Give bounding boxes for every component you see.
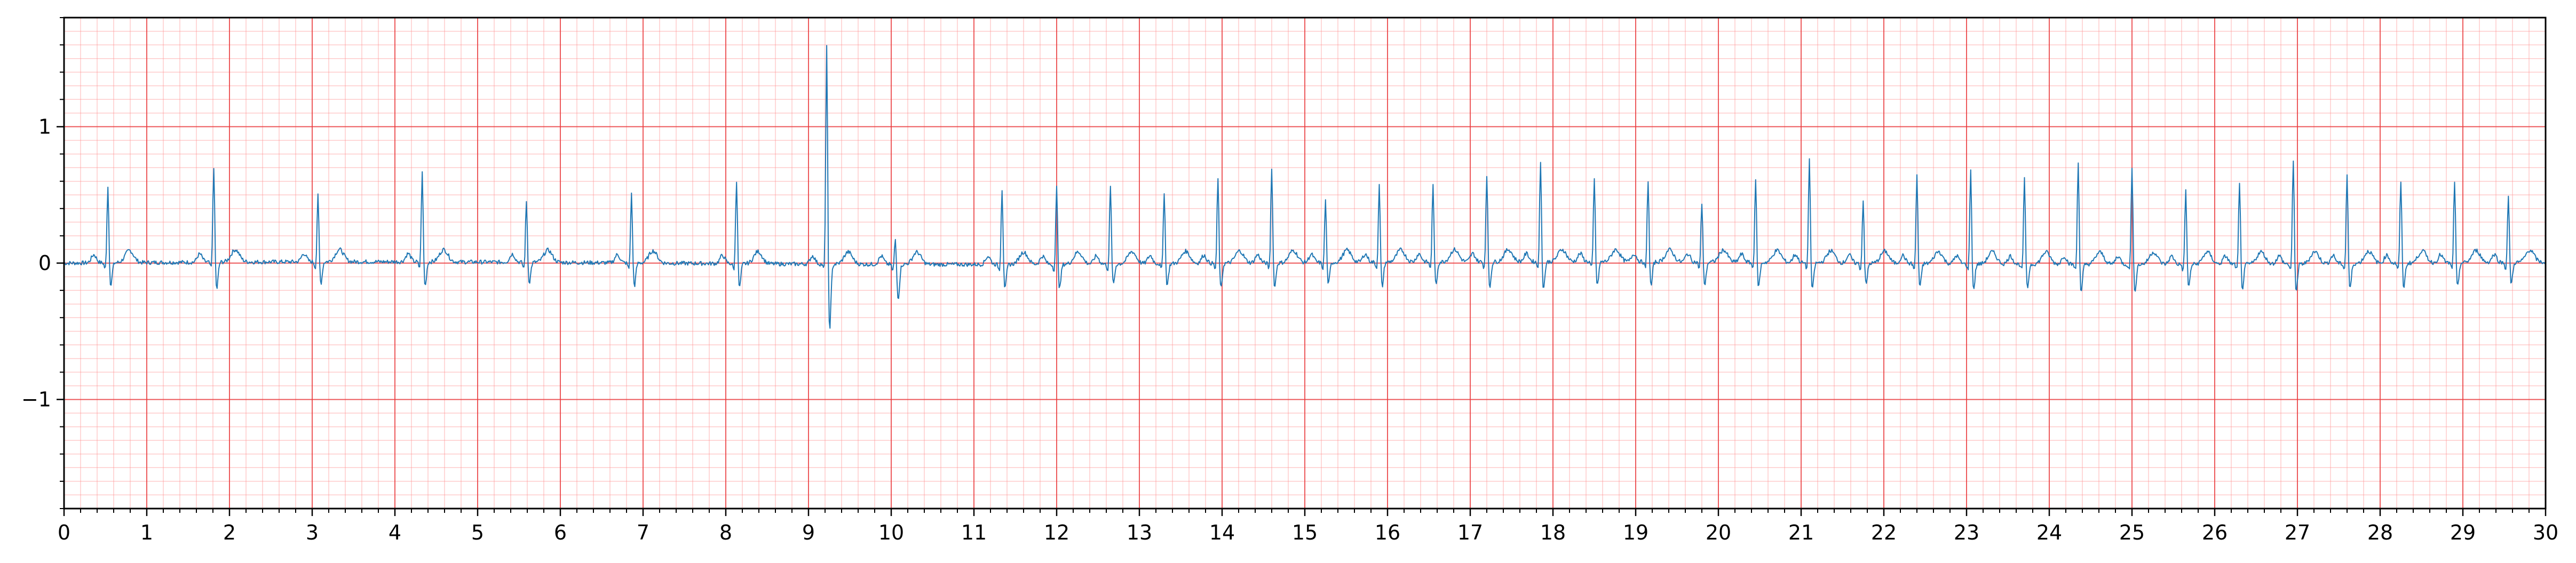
y-tick-label: 1 [38, 115, 51, 138]
x-tick-label: 18 [1540, 521, 1566, 544]
x-tick-label: 3 [306, 521, 319, 544]
y-axis: −1 0 1 [21, 17, 64, 509]
x-tick-label: 14 [1209, 521, 1235, 544]
x-tick-label: 25 [2119, 521, 2145, 544]
major-grid [64, 18, 2546, 509]
x-axis: 0 1 2 3 4 5 6 7 8 9 10 11 12 13 14 15 16 17 18 19 20 21 22 23 24… [58, 509, 2558, 544]
x-tick-label: 8 [719, 521, 732, 544]
x-tick-label: 9 [802, 521, 815, 544]
y-tick-label: 0 [38, 251, 51, 275]
x-tick-label: 29 [2450, 521, 2476, 544]
x-tick-label: 30 [2533, 521, 2558, 544]
x-tick-label: 1 [140, 521, 153, 544]
x-tick-label: 15 [1292, 521, 1318, 544]
x-tick-label: 13 [1127, 521, 1152, 544]
x-tick-label: 16 [1375, 521, 1400, 544]
x-tick-label: 27 [2285, 521, 2310, 544]
x-tick-label: 7 [637, 521, 649, 544]
x-tick-label: 21 [1788, 521, 1814, 544]
x-tick-label: 17 [1457, 521, 1483, 544]
x-tick-label: 19 [1623, 521, 1648, 544]
x-tick-label: 4 [389, 521, 401, 544]
x-tick-label: 0 [58, 521, 70, 544]
x-tick-label: 24 [2036, 521, 2062, 544]
x-tick-label: 22 [1871, 521, 1897, 544]
x-tick-label: 12 [1044, 521, 1069, 544]
x-tick-label: 23 [1954, 521, 1979, 544]
x-tick-label: 28 [2367, 521, 2393, 544]
x-tick-label: 5 [471, 521, 484, 544]
ecg-trace-layer [64, 45, 2546, 329]
x-tick-label: 10 [878, 521, 904, 544]
x-tick-label: 6 [554, 521, 567, 544]
y-tick-label: −1 [21, 388, 51, 411]
x-tick-label: 26 [2202, 521, 2228, 544]
ecg-trace-line [64, 45, 2546, 329]
x-tick-label: 20 [1706, 521, 1731, 544]
x-tick-label: 2 [223, 521, 236, 544]
x-tick-label: 11 [961, 521, 987, 544]
